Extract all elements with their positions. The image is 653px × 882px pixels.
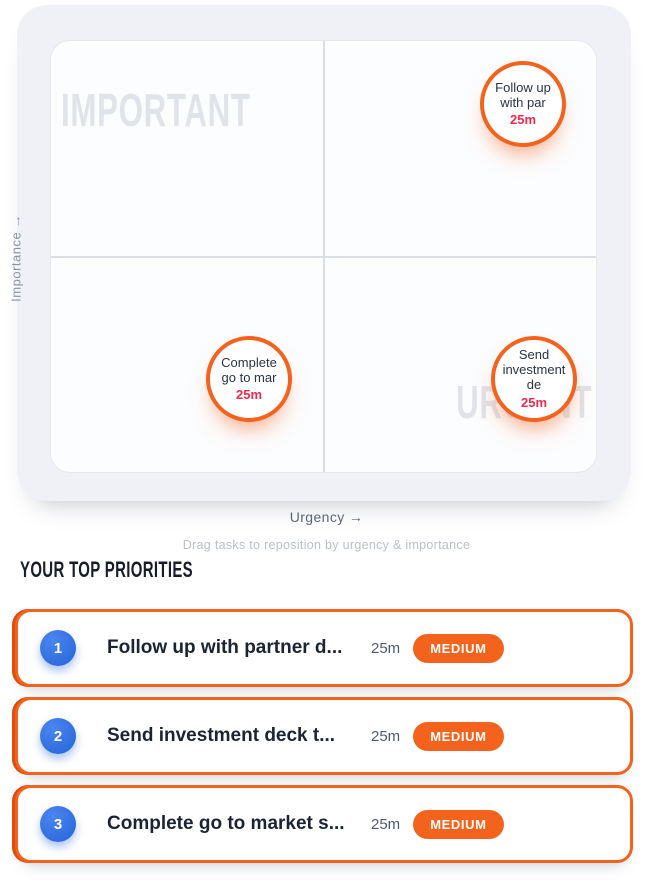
priority-task-duration: 25m — [371, 639, 401, 657]
priority-level-badge: MEDIUM — [413, 633, 504, 663]
y-axis-label: Importance → — [8, 214, 24, 302]
priority-card-3[interactable]: 3 Complete go to market s... 25m MEDIUM — [15, 785, 633, 863]
x-axis-label: Urgency → — [289, 509, 364, 525]
priority-card-1[interactable]: 1 Follow up with partner d... 25m MEDIUM — [15, 609, 633, 687]
watermark-important: IMPORTANT — [61, 84, 251, 136]
task-bubble-time: 25m — [509, 112, 537, 128]
rank-badge: 3 — [40, 806, 76, 842]
priorities-heading: YOUR TOP PRIORITIES — [20, 557, 193, 582]
task-bubble-send-investment-deck[interactable]: Send investment de 25m — [491, 336, 577, 422]
task-bubble-time: 25m — [520, 394, 548, 410]
priority-matrix-panel: IMPORTANT URGENT Follow up with par 25m … — [17, 5, 631, 501]
task-bubble-time: 25m — [235, 387, 263, 403]
task-bubble-label: Complete go to mar — [221, 354, 277, 385]
matrix-horizontal-divider — [51, 255, 596, 258]
rank-badge: 2 — [40, 718, 76, 754]
priority-task-duration: 25m — [371, 727, 401, 745]
task-bubble-follow-up[interactable]: Follow up with par 25m — [480, 61, 566, 147]
drag-hint-text: Drag tasks to reposition by urgency & im… — [182, 538, 471, 552]
priority-level-badge: MEDIUM — [413, 809, 504, 839]
priority-task-title: Follow up with partner d... — [107, 637, 343, 658]
task-bubble-label: Follow up with par — [495, 79, 551, 110]
priority-matrix[interactable]: IMPORTANT URGENT Follow up with par 25m … — [50, 40, 597, 473]
priority-task-duration: 25m — [371, 815, 401, 833]
task-bubble-complete-go-to-market[interactable]: Complete go to mar 25m — [206, 336, 292, 422]
priority-task-title: Send investment deck t... — [107, 725, 336, 746]
priority-level-badge: MEDIUM — [413, 721, 504, 751]
priority-task-title: Complete go to market s... — [107, 813, 345, 834]
rank-badge: 1 — [40, 630, 76, 666]
task-bubble-label: Send investment de — [502, 347, 566, 392]
priority-card-2[interactable]: 2 Send investment deck t... 25m MEDIUM — [15, 697, 633, 775]
